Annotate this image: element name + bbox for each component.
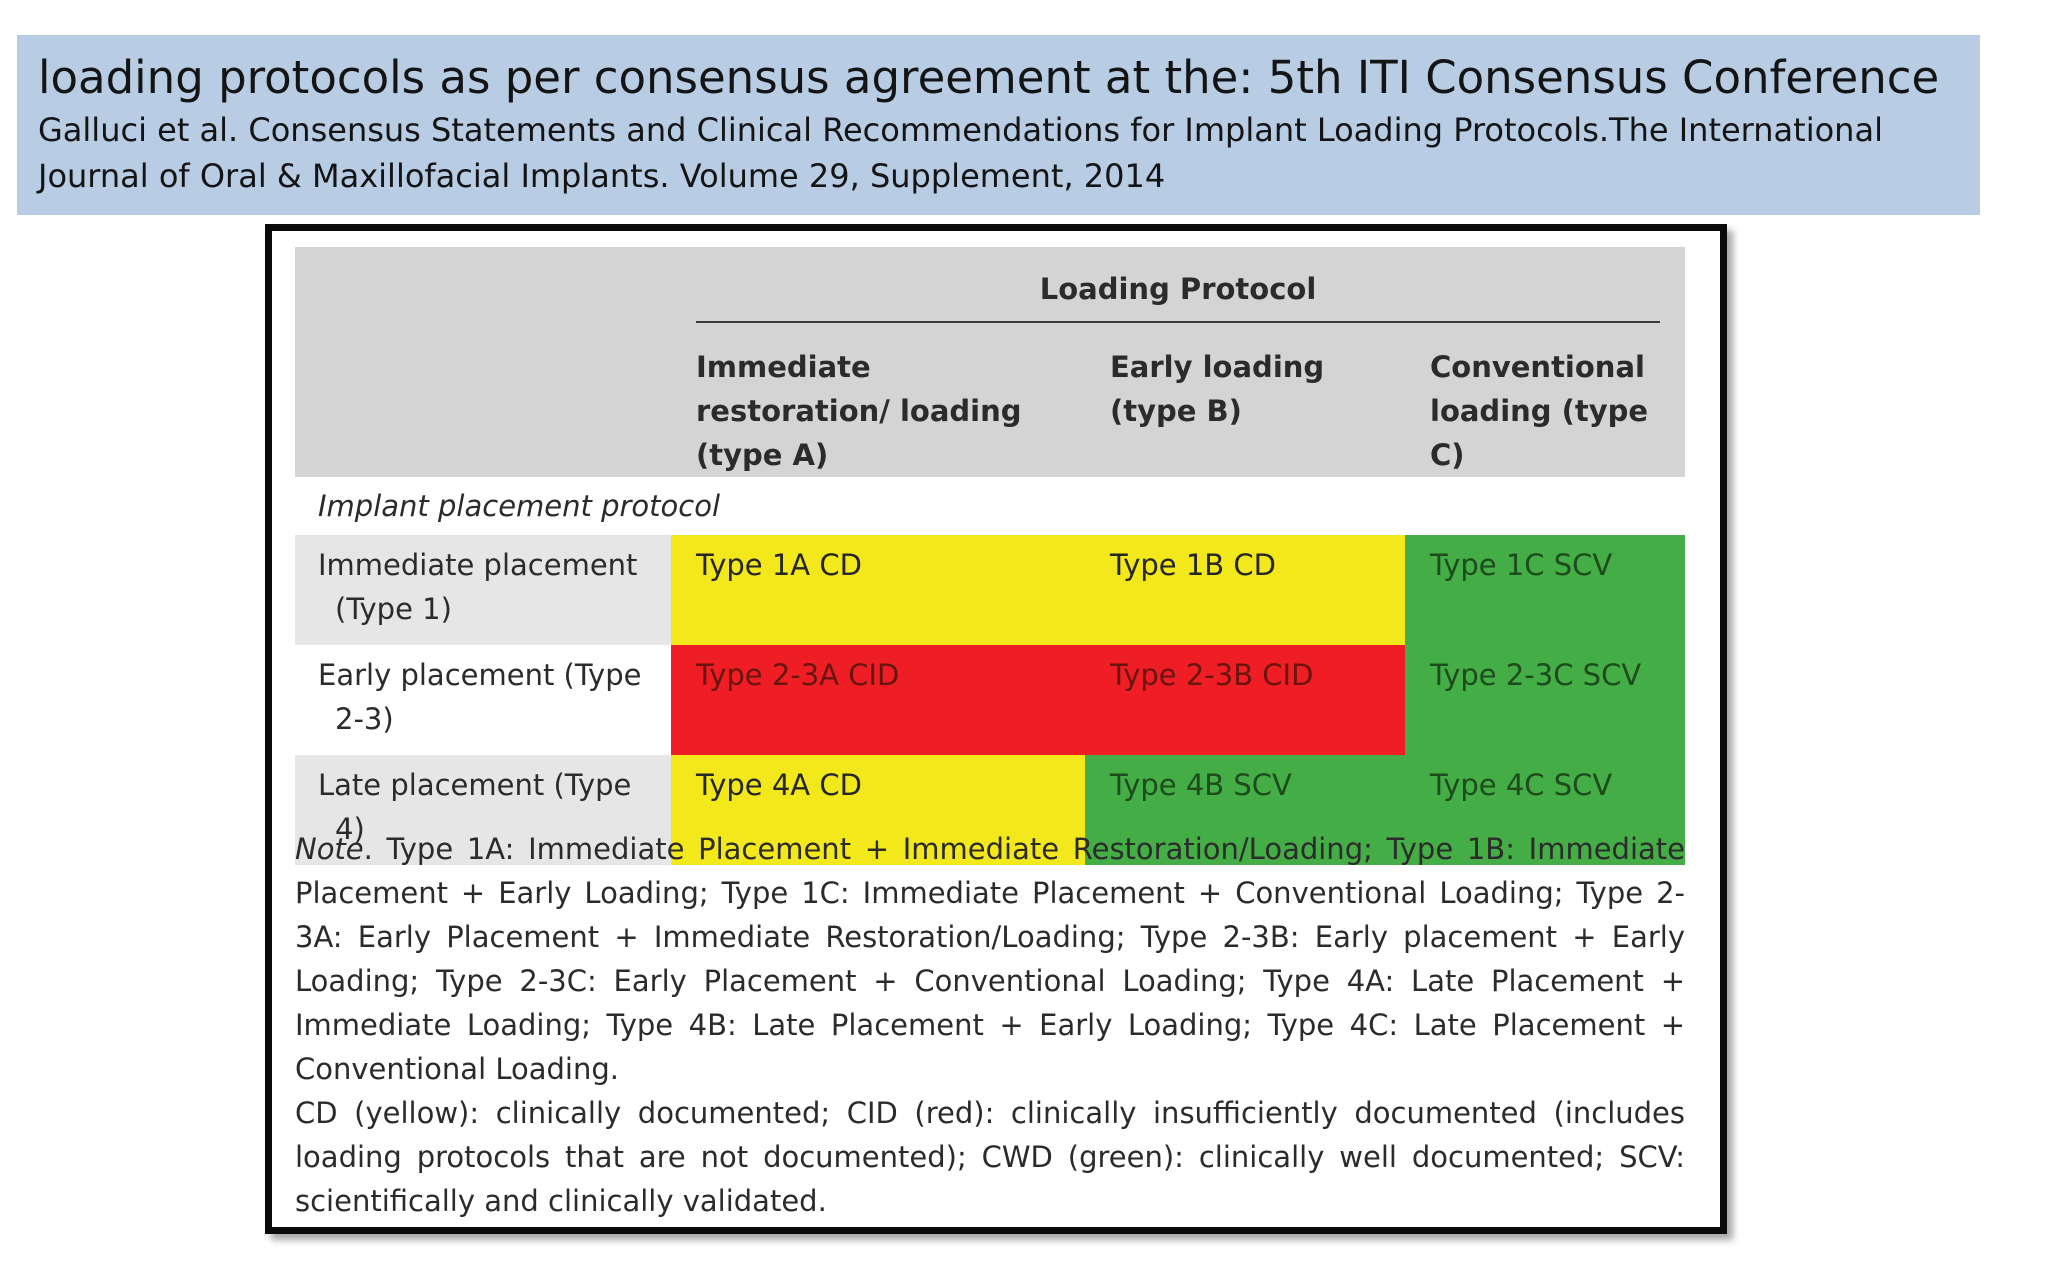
loading-protocol-table: Loading Protocol Immediate restoration/ … — [295, 247, 1686, 865]
table-row: Early placement (Type 2-3) Type 2-3A CID… — [295, 645, 1686, 755]
row-label-line: Early placement (Type — [318, 658, 642, 692]
table-row: Immediate placement (Type 1) Type 1A CD … — [295, 535, 1686, 645]
cell-type-2-3c: Type 2-3C SCV — [1405, 645, 1686, 755]
header-empty-cell — [295, 323, 671, 477]
table-figure: Loading Protocol Immediate restoration/ … — [265, 224, 1727, 1234]
row-label-line: Late placement (Type — [318, 768, 632, 802]
row-label-immediate-placement: Immediate placement (Type 1) — [295, 535, 671, 645]
cell-type-4a: Type 4A CD — [671, 755, 1085, 865]
row-label-line: 2-3) — [335, 702, 394, 736]
column-header-type-a: Immediate restoration/ loading (type A) — [671, 323, 1085, 477]
note-abbreviations: Note. Type 1A: Immediate Placement + Imm… — [295, 827, 1685, 1091]
row-label-line: (Type 1) — [335, 592, 452, 626]
row-label-early-placement: Early placement (Type 2-3) — [295, 645, 671, 755]
header-banner: loading protocols as per consensus agree… — [17, 35, 1980, 215]
cell-type-2-3a: Type 2-3A CID — [671, 645, 1085, 755]
column-header-type-b: Early loading (type B) — [1085, 323, 1405, 477]
row-label-late-placement: Late placement (Type 4) — [295, 755, 671, 865]
cell-type-4c: Type 4C SCV — [1405, 755, 1686, 865]
note-legend: CD (yellow): clinically documented; CID … — [295, 1096, 1685, 1218]
cell-type-1a: Type 1A CD — [671, 535, 1085, 645]
cell-type-2-3b: Type 2-3B CID — [1085, 645, 1405, 755]
column-header-type-c: Conventional loading (type C) — [1405, 323, 1686, 477]
cell-type-4b: Type 4B SCV — [1085, 755, 1405, 865]
note-prefix: Note — [295, 832, 364, 866]
section-label: Implant placement protocol — [295, 477, 1686, 535]
section-row: Implant placement protocol — [295, 477, 1686, 535]
table-row: Late placement (Type 4) Type 4A CD Type … — [295, 755, 1686, 865]
row-label-line: Immediate placement — [318, 548, 638, 582]
table-note: Note. Type 1A: Immediate Placement + Imm… — [295, 827, 1685, 1223]
note-text: . Type 1A: Immediate Placement + Immedia… — [295, 832, 1685, 1086]
row-label-line: 4) — [335, 812, 365, 846]
slide-title: loading protocols as per consensus agree… — [38, 51, 1940, 104]
citation: Galluci et al. Consensus Statements and … — [38, 111, 1883, 195]
table-header-row: Loading Protocol — [295, 247, 1686, 323]
cell-type-1c: Type 1C SCV — [1405, 535, 1686, 645]
group-header-label: Loading Protocol — [1039, 272, 1317, 306]
group-header-rule — [696, 321, 1661, 323]
cell-type-1b: Type 1B CD — [1085, 535, 1405, 645]
column-header-row: Immediate restoration/ loading (type A) … — [295, 323, 1686, 477]
group-header: Loading Protocol — [671, 247, 1686, 323]
header-empty-cell — [295, 247, 671, 323]
